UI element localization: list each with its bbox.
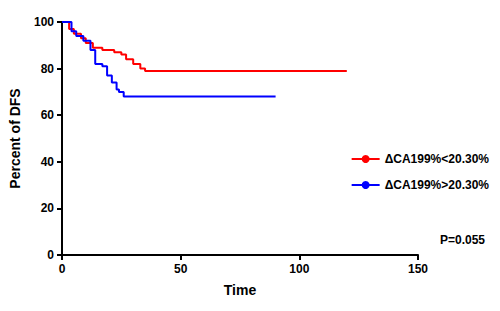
svg-text:100: 100: [289, 262, 309, 276]
svg-text:P=0.055: P=0.055: [440, 233, 485, 247]
svg-text:ΔCA199%<20.30%: ΔCA199%<20.30%: [385, 152, 490, 166]
svg-text:80: 80: [41, 62, 55, 76]
svg-text:0: 0: [59, 262, 66, 276]
svg-text:0: 0: [47, 248, 54, 262]
svg-text:150: 150: [408, 262, 428, 276]
svg-text:20: 20: [41, 201, 55, 215]
svg-text:ΔCA199%>20.30%: ΔCA199%>20.30%: [385, 178, 490, 192]
svg-text:100: 100: [34, 15, 54, 29]
svg-text:40: 40: [41, 155, 55, 169]
svg-text:Time: Time: [224, 282, 257, 298]
svg-text:50: 50: [174, 262, 188, 276]
svg-text:60: 60: [41, 108, 55, 122]
svg-text:Percent of DFS: Percent of DFS: [7, 88, 23, 188]
